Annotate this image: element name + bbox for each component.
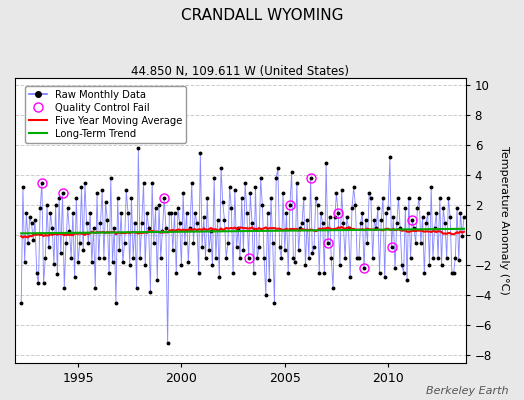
- Y-axis label: Temperature Anomaly (°C): Temperature Anomaly (°C): [499, 146, 509, 295]
- Text: CRANDALL WYOMING: CRANDALL WYOMING: [181, 8, 343, 23]
- Title: 44.850 N, 109.611 W (United States): 44.850 N, 109.611 W (United States): [132, 65, 350, 78]
- Legend: Raw Monthly Data, Quality Control Fail, Five Year Moving Average, Long-Term Tren: Raw Monthly Data, Quality Control Fail, …: [25, 86, 186, 143]
- Text: Berkeley Earth: Berkeley Earth: [426, 386, 508, 396]
